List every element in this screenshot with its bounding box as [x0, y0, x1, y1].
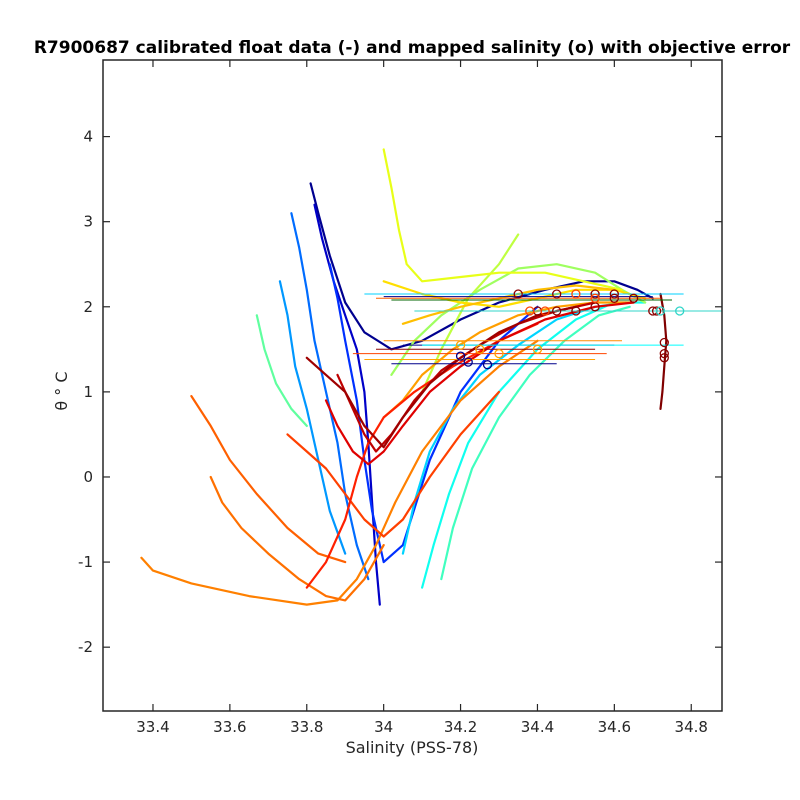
mapped-salinity-point-1-15 [609, 289, 619, 299]
series-line-5 [278, 280, 347, 555]
series-line-17 [209, 475, 385, 602]
series-line-9 [255, 314, 308, 427]
series-line-8 [440, 305, 631, 581]
series-line-1 [309, 182, 654, 351]
y-axis-label: θ ° C [52, 371, 71, 410]
series-line-18 [190, 395, 347, 564]
mapped-salinity-point-1-4 [651, 306, 662, 316]
y-tick-label: 1 [83, 383, 93, 401]
series-line-12 [382, 148, 624, 291]
series-line-2 [313, 203, 381, 606]
series-line-10 [390, 263, 647, 376]
y-tick-label: 4 [83, 128, 93, 146]
series-line-21 [324, 301, 635, 466]
mapped-salinity-point-2-4 [540, 306, 550, 316]
series-line-6 [401, 301, 628, 555]
mapped-salinity-point-5-3 [463, 357, 473, 367]
mapped-salinity-point-4-2 [475, 344, 485, 354]
x-tick-label: 34.4 [521, 718, 554, 736]
y-tick-label: -1 [78, 553, 93, 571]
x-tick-label: 33.4 [136, 718, 169, 736]
mapped-salinity-point-5-1 [482, 360, 493, 370]
mapped-salinity-point-1-12 [513, 289, 523, 299]
mapped-salinity-point-1-11 [628, 293, 639, 303]
mapped-salinity-point-1-3 [659, 353, 669, 363]
mapped-salinity-point-1-7 [571, 306, 581, 316]
y-tick-label: 0 [83, 468, 93, 486]
x-tick-label: 34.2 [444, 718, 477, 736]
x-tick-label: 34 [374, 718, 393, 736]
y-tick-label: 3 [83, 213, 93, 231]
y-tick-label: 2 [83, 298, 93, 316]
x-tick-label: 33.8 [290, 718, 323, 736]
mapped-salinity-point-1-14 [590, 289, 600, 299]
mapped-salinity-point-4-4 [532, 344, 543, 354]
series-line-3 [328, 263, 539, 564]
plot-frame [102, 59, 723, 712]
mapped-salinity-point-4-1 [455, 340, 466, 350]
mapped-salinity-point-3-1 [675, 306, 685, 316]
mapped-salinity-point-1-1 [659, 337, 669, 348]
series-line-15 [382, 301, 635, 419]
mapped-salinity-point-3-2 [655, 306, 666, 316]
mapped-salinity-point-2-2 [571, 289, 581, 299]
mapped-salinity-point-1-10 [609, 293, 619, 303]
mapped-salinity-point-2-1 [590, 293, 600, 303]
y-tick-label: -2 [78, 638, 93, 656]
series-line-4 [290, 212, 370, 581]
mapped-salinity-point-5-2 [455, 351, 466, 361]
x-axis-label: Salinity (PSS-78) [346, 738, 479, 757]
chart-title: R7900687 calibrated float data (-) and m… [34, 38, 791, 58]
series-line-16 [140, 339, 539, 606]
mapped-salinity-point-1-8 [552, 306, 562, 316]
plot-area [140, 148, 722, 606]
mapped-salinity-point-4-3 [494, 348, 504, 359]
x-tick-label: 33.6 [213, 718, 246, 736]
series-line-23 [305, 305, 578, 449]
series-line-19 [286, 390, 501, 538]
x-tick-label: 34.8 [675, 718, 708, 736]
mapped-salinity-point-1-13 [552, 289, 562, 299]
mapped-salinity-point-1-2 [659, 348, 669, 359]
x-tick-label: 34.6 [598, 718, 631, 736]
mapped-salinity-point-2-3 [525, 306, 535, 316]
series-line-22 [336, 301, 597, 453]
